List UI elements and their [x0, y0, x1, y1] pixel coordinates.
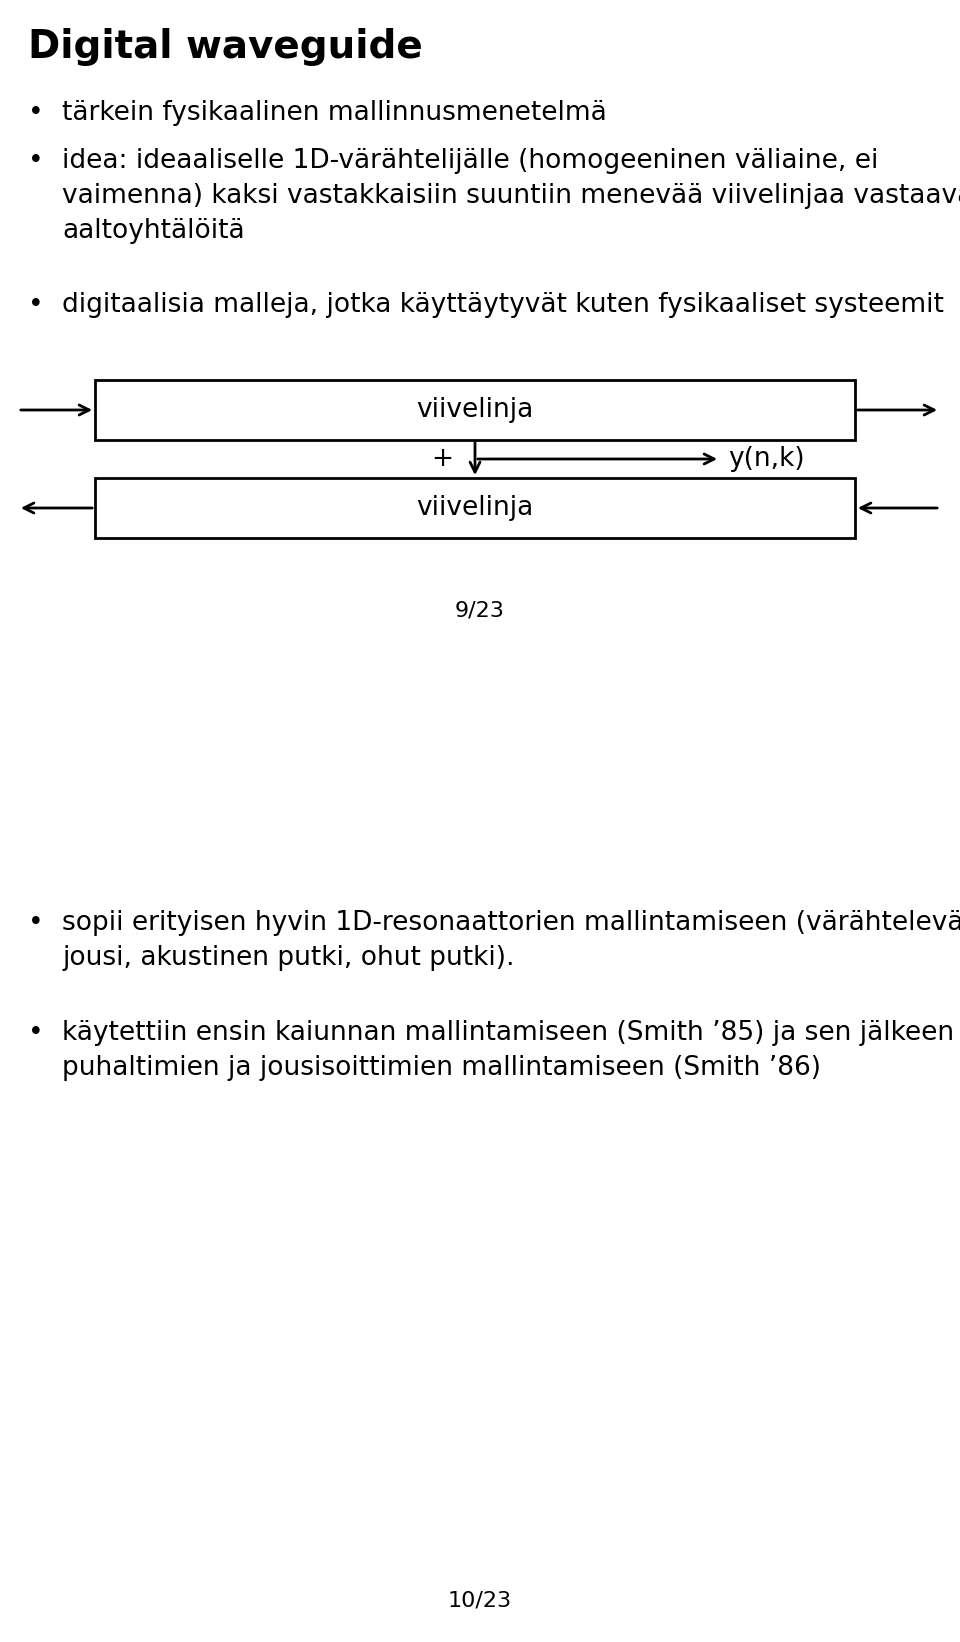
Text: 9/23: 9/23 — [455, 599, 505, 621]
Text: digitaalisia malleja, jotka käyttäytyvät kuten fysikaaliset systeemit: digitaalisia malleja, jotka käyttäytyvät… — [62, 292, 944, 319]
Text: y(n,k): y(n,k) — [728, 447, 804, 471]
Text: idea: ideaaliselle 1D-värähtelijälle (homogeeninen väliaine, ei
vaimenna) kaksi : idea: ideaaliselle 1D-värähtelijälle (ho… — [62, 148, 960, 245]
Text: •: • — [28, 910, 43, 936]
Text: tärkein fysikaalinen mallinnusmenetelmä: tärkein fysikaalinen mallinnusmenetelmä — [62, 100, 607, 126]
Text: •: • — [28, 1020, 43, 1046]
Text: •: • — [28, 148, 43, 174]
Text: Digital waveguide: Digital waveguide — [28, 28, 422, 66]
Text: •: • — [28, 100, 43, 126]
Bar — [95, 379, 855, 440]
Text: viivelinja: viivelinja — [417, 397, 534, 424]
Text: sopii erityisen hyvin 1D-resonaattorien mallintamiseen (värähtelevä
jousi, akust: sopii erityisen hyvin 1D-resonaattorien … — [62, 910, 960, 970]
Bar — [95, 478, 855, 539]
Text: 10/23: 10/23 — [448, 1589, 512, 1611]
Text: +: + — [431, 447, 453, 471]
Text: •: • — [28, 292, 43, 319]
Text: viivelinja: viivelinja — [417, 494, 534, 521]
Text: käytettiin ensin kaiunnan mallintamiseen (Smith ’85) ja sen jälkeen
puhaltimien : käytettiin ensin kaiunnan mallintamiseen… — [62, 1020, 954, 1080]
